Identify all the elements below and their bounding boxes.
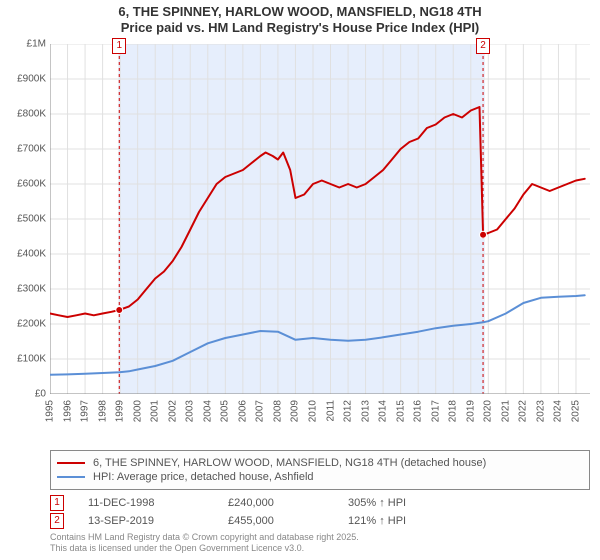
- x-tick-label: 1996: [62, 400, 73, 422]
- y-tick-label: £300K: [17, 284, 46, 295]
- x-tick-label: 2009: [290, 400, 301, 422]
- sales-table: 1 11-DEC-1998 £240,000 305% ↑ HPI 2 13-S…: [50, 494, 590, 530]
- sale-marker: 1: [50, 495, 64, 511]
- y-tick-label: £800K: [17, 109, 46, 120]
- y-tick-label: £100K: [17, 354, 46, 365]
- x-tick-label: 1995: [45, 400, 56, 422]
- x-tick-label: 2019: [465, 400, 476, 422]
- x-tick-label: 2010: [307, 400, 318, 422]
- legend-swatch: [57, 476, 85, 478]
- x-tick-label: 2007: [255, 400, 266, 422]
- x-tick-label: 1998: [97, 400, 108, 422]
- y-tick-label: £0: [35, 389, 46, 400]
- sale-price: £240,000: [228, 497, 348, 509]
- chart-area: £0£100K£200K£300K£400K£500K£600K£700K£80…: [50, 44, 590, 414]
- plot-svg: [50, 44, 590, 394]
- x-tick-label: 2001: [150, 400, 161, 422]
- footer-line-2: This data is licensed under the Open Gov…: [50, 543, 590, 554]
- title-block: 6, THE SPINNEY, HARLOW WOOD, MANSFIELD, …: [0, 4, 600, 36]
- sale-row: 1 11-DEC-1998 £240,000 305% ↑ HPI: [50, 494, 590, 512]
- x-tick-label: 2004: [202, 400, 213, 422]
- x-tick-label: 2011: [325, 400, 336, 422]
- sale-pct: 305% ↑ HPI: [348, 497, 590, 509]
- x-tick-label: 2021: [500, 400, 511, 422]
- chart-container: 6, THE SPINNEY, HARLOW WOOD, MANSFIELD, …: [0, 0, 600, 560]
- y-tick-label: £1M: [27, 39, 46, 50]
- y-tick-label: £700K: [17, 144, 46, 155]
- sale-marker-box: 1: [112, 38, 126, 54]
- x-tick-label: 2020: [483, 400, 494, 422]
- sale-price: £455,000: [228, 515, 348, 527]
- x-tick-label: 2002: [167, 400, 178, 422]
- x-tick-label: 2003: [185, 400, 196, 422]
- sale-date: 13-SEP-2019: [88, 515, 228, 527]
- x-tick-label: 2023: [535, 400, 546, 422]
- y-tick-label: £500K: [17, 214, 46, 225]
- x-tick-label: 2017: [430, 400, 441, 422]
- x-tick-label: 2012: [343, 400, 354, 422]
- x-tick-label: 2015: [395, 400, 406, 422]
- legend-row: HPI: Average price, detached house, Ashf…: [57, 471, 583, 483]
- legend-label: HPI: Average price, detached house, Ashf…: [93, 471, 314, 483]
- footer: Contains HM Land Registry data © Crown c…: [50, 532, 590, 554]
- legend-label: 6, THE SPINNEY, HARLOW WOOD, MANSFIELD, …: [93, 457, 486, 469]
- footer-line-1: Contains HM Land Registry data © Crown c…: [50, 532, 590, 543]
- x-tick-label: 2022: [518, 400, 529, 422]
- title-line-1: 6, THE SPINNEY, HARLOW WOOD, MANSFIELD, …: [0, 4, 600, 20]
- legend: 6, THE SPINNEY, HARLOW WOOD, MANSFIELD, …: [50, 450, 590, 490]
- x-tick-label: 2014: [378, 400, 389, 422]
- x-tick-label: 2005: [220, 400, 231, 422]
- sale-marker: 2: [50, 513, 64, 529]
- x-tick-label: 2024: [553, 400, 564, 422]
- x-tick-label: 2018: [448, 400, 459, 422]
- y-tick-label: £600K: [17, 179, 46, 190]
- title-line-2: Price paid vs. HM Land Registry's House …: [0, 20, 600, 36]
- x-tick-label: 2006: [237, 400, 248, 422]
- x-tick-label: 1999: [115, 400, 126, 422]
- y-tick-label: £900K: [17, 74, 46, 85]
- y-tick-label: £400K: [17, 249, 46, 260]
- x-tick-label: 1997: [80, 400, 91, 422]
- legend-row: 6, THE SPINNEY, HARLOW WOOD, MANSFIELD, …: [57, 457, 583, 469]
- y-tick-label: £200K: [17, 319, 46, 330]
- legend-swatch: [57, 462, 85, 464]
- sale-marker-box: 2: [476, 38, 490, 54]
- x-tick-label: 2000: [132, 400, 143, 422]
- x-tick-label: 2016: [413, 400, 424, 422]
- x-tick-label: 2008: [272, 400, 283, 422]
- x-tick-label: 2025: [570, 400, 581, 422]
- sale-pct: 121% ↑ HPI: [348, 515, 590, 527]
- sale-row: 2 13-SEP-2019 £455,000 121% ↑ HPI: [50, 512, 590, 530]
- sale-date: 11-DEC-1998: [88, 497, 228, 509]
- x-tick-label: 2013: [360, 400, 371, 422]
- plot: [50, 44, 590, 394]
